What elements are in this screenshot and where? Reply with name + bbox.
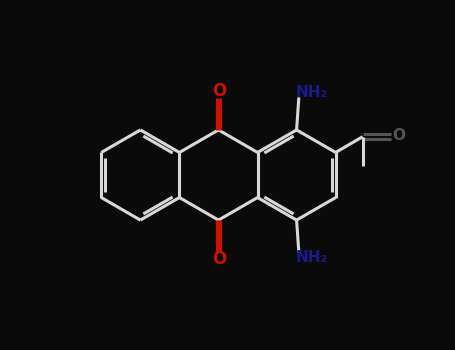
Text: O: O [212,82,227,100]
Text: O: O [212,250,227,268]
Text: O: O [392,128,405,143]
Text: NH₂: NH₂ [295,85,328,100]
Text: NH₂: NH₂ [295,250,328,265]
